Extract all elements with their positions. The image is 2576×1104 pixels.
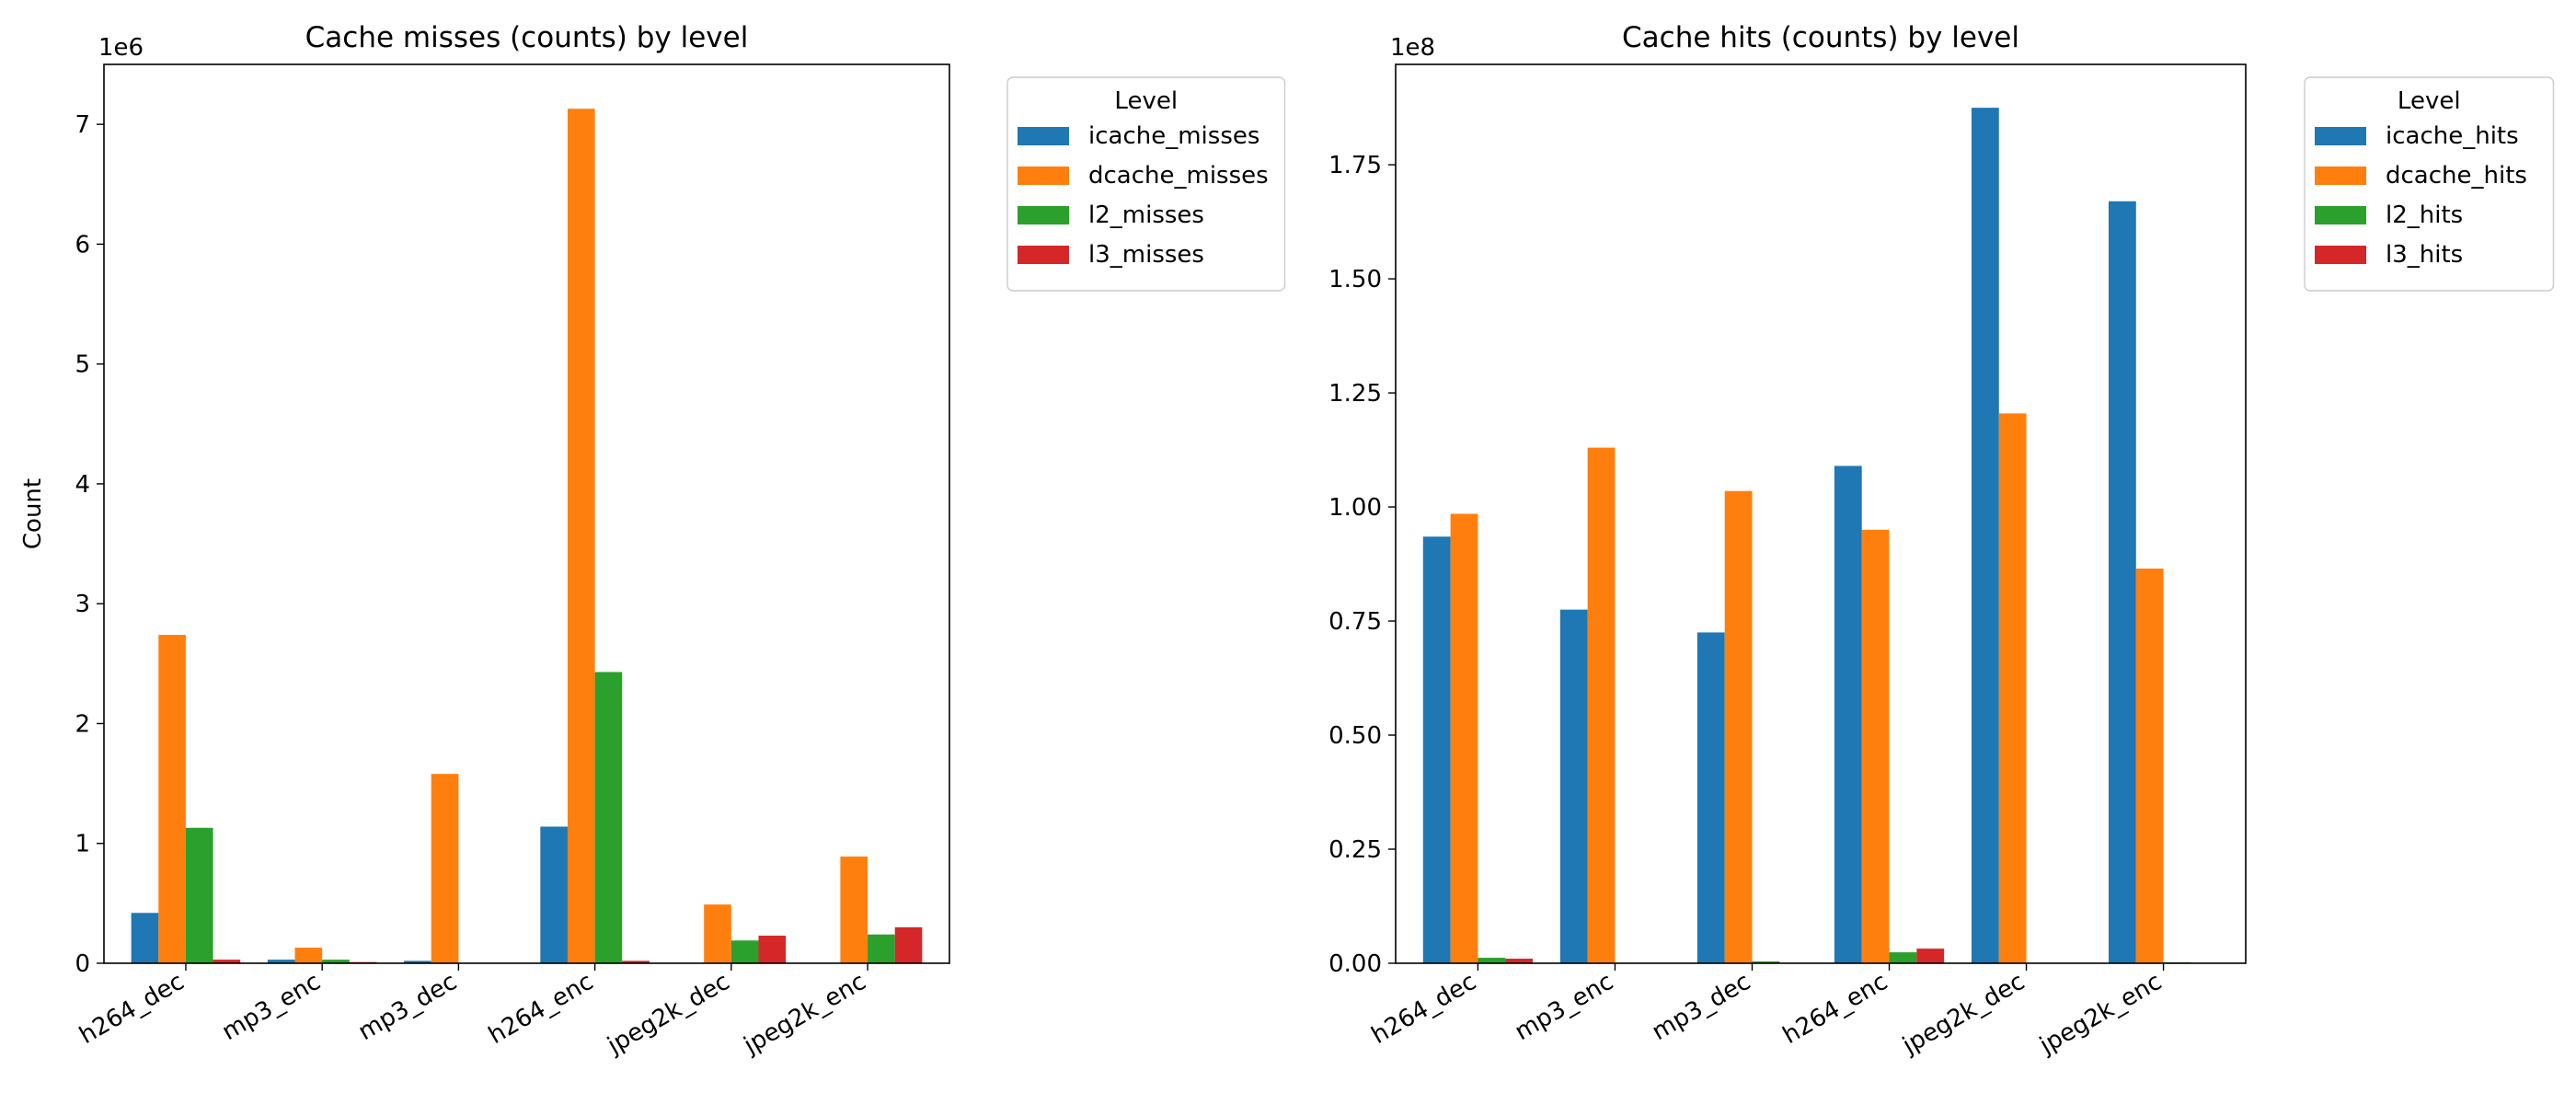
- x-tick-label: h264_dec: [1367, 968, 1481, 1050]
- bar-dcache_misses-jpeg2k_dec: [704, 904, 731, 963]
- legend-label: l3_hits: [2386, 241, 2463, 269]
- bar-l3_hits-h264_enc: [1916, 949, 1945, 963]
- bar-icache_misses-mp3_enc: [267, 960, 295, 963]
- y-scale-label: 1e6: [98, 34, 144, 62]
- x-tick-label: jpeg2k_dec: [603, 968, 735, 1060]
- bar-icache_misses-h264_enc: [540, 826, 568, 963]
- legend-label: l3_misses: [1088, 241, 1204, 269]
- x-tick-label: mp3_dec: [1648, 968, 1755, 1046]
- legend-label: l2_hits: [2386, 201, 2463, 229]
- legend-swatch-icache_hits: [2315, 127, 2366, 145]
- chart-2: 0.00 0.25 0.50 0.75 1.00 1.25 1.50 1.75 1e8 h264_…: [1328, 21, 2555, 1060]
- legend-label: icache_hits: [2386, 122, 2519, 150]
- y-scale-label: 1e8: [1390, 34, 1435, 62]
- legend-swatch-dcache_hits: [2315, 167, 2366, 185]
- bar-dcache_hits-jpeg2k_enc: [2135, 569, 2164, 963]
- legend-swatch-l2_hits: [2315, 206, 2366, 224]
- x-tick-label: jpeg2k_enc: [739, 968, 871, 1060]
- bar-icache_hits-mp3_enc: [1559, 609, 1588, 963]
- legend-swatch-l3_misses: [1018, 246, 1069, 264]
- legend-frame: [2304, 76, 2555, 292]
- bar-l3_misses-h264_enc: [622, 960, 650, 963]
- bar-dcache_misses-mp3_dec: [431, 774, 459, 963]
- bar-icache_misses-mp3_dec: [404, 960, 431, 963]
- legend-frame: [1006, 76, 1286, 292]
- legend-title: Level: [2398, 87, 2461, 115]
- x-tick-label: jpeg2k_enc: [2034, 968, 2167, 1060]
- x-tick-label: h264_dec: [75, 968, 189, 1050]
- legend-swatch-l2_misses: [1018, 206, 1069, 224]
- chart-title: Cache misses (counts) by level: [305, 21, 749, 54]
- x-tick-label: mp3_enc: [1511, 968, 1618, 1046]
- bar-l2_hits-mp3_dec: [1752, 961, 1780, 963]
- chart-1: 0 1 2 3 4 5 6 7 1e6 h264_dec mp3_enc mp3_dec h264_en…: [19, 21, 1286, 1060]
- legend-label: l2_misses: [1088, 201, 1204, 229]
- bar-dcache_hits-jpeg2k_dec: [1998, 413, 2027, 963]
- bar-l2_misses-jpeg2k_enc: [868, 934, 895, 963]
- legend: Level icache_misses dcache_misses l2_misses…: [1006, 76, 1286, 292]
- bar-l2_misses-h264_enc: [594, 672, 623, 963]
- y-tick-label: 1.75: [1328, 152, 1382, 179]
- bar-icache_hits-jpeg2k_enc: [2108, 201, 2136, 963]
- bar-icache_misses-h264_dec: [131, 913, 159, 963]
- x-tick-label: mp3_dec: [354, 968, 462, 1046]
- bar-l2_misses-mp3_enc: [322, 960, 350, 963]
- y-tick-label: 1: [75, 831, 90, 858]
- bar-l2_misses-h264_dec: [185, 827, 213, 963]
- y-axis-label: Count: [19, 478, 47, 549]
- x-tick-label: h264_enc: [1778, 968, 1892, 1050]
- y-tick-label: 5: [75, 351, 90, 379]
- y-tick-label: 2: [75, 710, 90, 738]
- bar-l2_misses-jpeg2k_dec: [730, 940, 759, 963]
- y-tick-label: 0.00: [1328, 950, 1382, 978]
- y-tick-label: 1.00: [1328, 494, 1382, 522]
- legend-swatch-dcache_misses: [1018, 167, 1069, 185]
- legend-label: icache_misses: [1088, 122, 1259, 150]
- x-tick-label: jpeg2k_dec: [1897, 968, 2030, 1060]
- x-tick-label: h264_enc: [484, 968, 598, 1050]
- y-tick-label: 6: [75, 231, 90, 259]
- y-tick-label: 3: [75, 591, 90, 618]
- legend-label: dcache_hits: [2386, 162, 2527, 190]
- bar-l3_misses-jpeg2k_dec: [758, 936, 787, 963]
- legend-label: dcache_misses: [1088, 162, 1269, 190]
- y-tick-label: 4: [75, 471, 90, 499]
- y-tick-label: 7: [75, 111, 90, 139]
- legend-swatch-icache_misses: [1018, 127, 1069, 145]
- legend-swatch-l3_hits: [2315, 246, 2366, 264]
- bar-dcache_hits-mp3_dec: [1724, 490, 1753, 963]
- legend-title: Level: [1114, 87, 1178, 115]
- y-tick-label: 1.50: [1328, 266, 1382, 293]
- bar-dcache_misses-h264_enc: [567, 109, 595, 963]
- plot-frame: [103, 63, 950, 964]
- bar-dcache_hits-h264_dec: [1450, 513, 1478, 963]
- y-tick-label: 0.50: [1328, 722, 1382, 750]
- bar-l3_misses-h264_dec: [213, 960, 241, 963]
- bar-l2_hits-h264_enc: [1889, 952, 1917, 963]
- bar-dcache_misses-h264_dec: [158, 635, 186, 963]
- bar-dcache_hits-mp3_enc: [1587, 447, 1616, 964]
- y-tick-label: 0: [75, 950, 90, 978]
- x-tick-label: mp3_enc: [217, 968, 325, 1046]
- bar-dcache_misses-jpeg2k_enc: [840, 857, 868, 963]
- y-tick-label: 0.25: [1328, 836, 1382, 864]
- bar-icache_hits-jpeg2k_dec: [1971, 108, 1999, 964]
- legend: Level icache_hits dcache_hits l2_hits l3_hit…: [2304, 76, 2555, 292]
- bar-dcache_misses-mp3_enc: [294, 948, 323, 963]
- y-tick-label: 0.75: [1328, 608, 1382, 636]
- bar-icache_hits-h264_enc: [1834, 466, 1862, 963]
- bar-l3_misses-jpeg2k_enc: [894, 926, 923, 963]
- bar-icache_hits-h264_dec: [1422, 536, 1451, 963]
- bar-l3_hits-h264_dec: [1505, 959, 1534, 963]
- bar-icache_hits-mp3_dec: [1696, 632, 1725, 963]
- y-tick-label: 1.25: [1328, 380, 1382, 408]
- plot-frame: [1395, 63, 2247, 964]
- bar-dcache_hits-h264_enc: [1861, 529, 1890, 963]
- bar-l2_hits-h264_dec: [1478, 958, 1506, 963]
- chart-title: Cache hits (counts) by level: [1622, 21, 2019, 54]
